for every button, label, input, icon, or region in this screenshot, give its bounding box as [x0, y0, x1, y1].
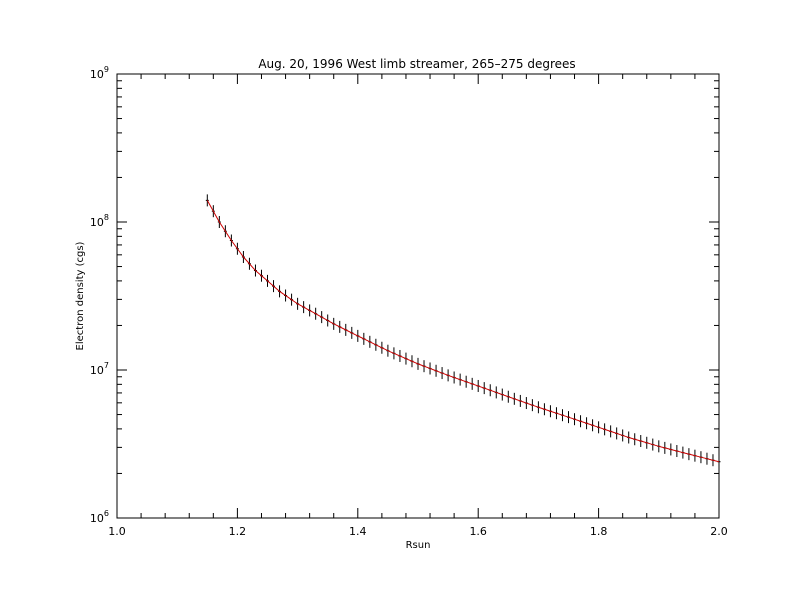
y-tick-label: 108	[90, 213, 109, 229]
x-tick-label: 1.8	[590, 525, 608, 538]
x-tick-label: 1.0	[108, 525, 126, 538]
x-tick-label: 1.4	[349, 525, 367, 538]
x-tick-label: 2.0	[710, 525, 728, 538]
chart-title: Aug. 20, 1996 West limb streamer, 265–27…	[258, 57, 575, 71]
fit-curve	[206, 200, 720, 463]
x-tick-label: 1.2	[229, 525, 247, 538]
plot-frame	[116, 73, 720, 519]
x-axis-title: Rsun	[406, 540, 431, 551]
y-tick-label: 109	[90, 65, 109, 81]
y-axis: 106 107 108 109	[90, 65, 719, 525]
y-tick-label: 106	[90, 509, 109, 525]
x-axis: 1.0 1.2 1.4 1.6 1.8 2.0	[108, 74, 728, 538]
y-tick-label: 107	[90, 361, 109, 377]
y-axis-title: Electron density (cgs)	[75, 241, 86, 350]
x-tick-label: 1.6	[469, 525, 487, 538]
plot-area	[205, 194, 721, 468]
